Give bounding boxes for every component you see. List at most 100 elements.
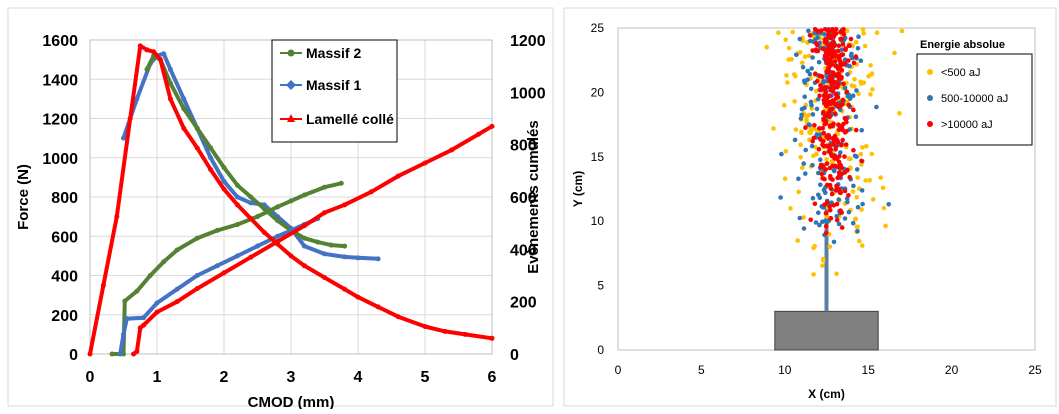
lamelle-colle-events-line-point (174, 299, 180, 305)
y-tick-label: 20 (591, 85, 605, 99)
scatter-point (817, 136, 823, 141)
scatter-point (783, 37, 788, 43)
scatter-point (857, 238, 862, 244)
y-tick-label: 1000 (42, 151, 78, 168)
scatter-point (827, 146, 832, 151)
scatter-point (853, 39, 859, 45)
scatter-point (818, 157, 823, 162)
scatter-point (842, 35, 848, 41)
massif-1-events-line-point (141, 315, 147, 321)
scatter-point (853, 114, 859, 119)
chart-frame (7, 7, 554, 407)
y-tick-label: 25 (591, 21, 605, 35)
scatter-point (859, 128, 864, 133)
scatter-point (825, 61, 830, 66)
massif-2-events-line-point (301, 192, 307, 198)
lamelle-colle-events-line-point (154, 309, 160, 315)
x-tick-label: 20 (945, 363, 959, 377)
scatter-point (822, 53, 828, 59)
scatter-point (817, 126, 822, 131)
scatter-point (823, 57, 829, 63)
scatter-point (832, 133, 838, 139)
scatter-point (860, 145, 865, 150)
lamelle-colle-events-line-point (141, 322, 147, 328)
scatter-point (833, 147, 838, 152)
scatter-point (802, 54, 808, 59)
scatter-point (855, 46, 861, 51)
scatter-point (856, 34, 861, 39)
scatter-point (827, 182, 833, 188)
scatter-point (798, 155, 803, 160)
scatter-point (830, 106, 835, 112)
scatter-point (845, 167, 850, 173)
scatter-point (881, 205, 887, 211)
scatter-point (835, 175, 840, 181)
scatter-point (836, 43, 842, 49)
scatter-point (783, 148, 789, 154)
massif-2-events-line-point (174, 247, 180, 253)
scatter-point (835, 101, 840, 107)
scatter-point (855, 204, 861, 210)
legend-marker (927, 95, 933, 101)
scatter-point (801, 226, 807, 231)
scatter-point (823, 210, 829, 216)
scatter-point (800, 165, 805, 171)
scatter-point (826, 133, 832, 138)
lamelle-colle-events-line-point (221, 270, 227, 276)
massif-2-force-line-point (194, 125, 200, 131)
lamelle-colle-force-line-point (208, 167, 214, 173)
scatter-point (830, 47, 835, 53)
scatter-point (813, 71, 818, 76)
y-tick-label: 0 (69, 347, 78, 364)
scatter-point (822, 101, 827, 106)
lamelle-colle-force-line-point (114, 214, 120, 220)
scatter-point (855, 175, 860, 180)
massif-1-events-line-point (121, 331, 126, 337)
scatter-point (810, 195, 816, 201)
lamelle-colle-events-line-point (248, 254, 254, 260)
scatter-point (852, 216, 858, 222)
scatter-point (834, 214, 839, 219)
legend-label: >10000 aJ (941, 119, 993, 131)
scatter-point (807, 71, 813, 77)
scatter-point (874, 104, 879, 110)
scatter-point (835, 81, 840, 86)
lamelle-colle-force-line-point (157, 57, 163, 63)
legend-title: Energie absolue (920, 39, 1005, 51)
lamelle-colle-force-line-point (167, 96, 173, 102)
scatter-point (840, 42, 846, 47)
scatter-point (792, 137, 798, 143)
scatter-point (839, 47, 845, 52)
scatter-point (821, 143, 826, 149)
scatter-point (841, 81, 846, 87)
scatter-point (811, 135, 817, 141)
lamelle-colle-force-line-point (301, 263, 307, 269)
scatter-point (859, 207, 864, 212)
scatter-point (846, 193, 851, 198)
scatter-point (859, 158, 864, 164)
scatter-point (818, 182, 823, 188)
acoustic-emission-location-chart: 0 5 10 15 20 25 0 5 10 15 20 25 X (cm) Y (cm) Energie … (560, 0, 1059, 409)
lamelle-colle-events-line-point (489, 123, 495, 129)
scatter-point (835, 94, 841, 100)
scatter-point (800, 64, 806, 70)
scatter-point (802, 94, 807, 100)
scatter-point (813, 41, 819, 46)
scatter-point (822, 93, 827, 99)
scatter-point (810, 112, 816, 117)
massif-2-force-line-point (315, 239, 321, 245)
scatter-point (860, 27, 866, 32)
scatter-point (860, 243, 865, 248)
massif-1-events-line-point (154, 300, 160, 306)
lamelle-colle-events-line-point (342, 202, 348, 208)
x-axis-label: X (cm) (808, 387, 845, 401)
y2-tick-label: 1000 (510, 85, 546, 102)
massif-1-events-line-point (194, 273, 200, 278)
scatter-point (789, 57, 794, 62)
scatter-point (806, 53, 812, 59)
scatter-point (858, 58, 864, 63)
lamelle-colle-force-line-point (151, 49, 157, 55)
y2-tick-label: 200 (510, 295, 537, 312)
massif-2-force-line-point (275, 218, 281, 224)
lamelle-colle-events-line-point (131, 351, 137, 357)
